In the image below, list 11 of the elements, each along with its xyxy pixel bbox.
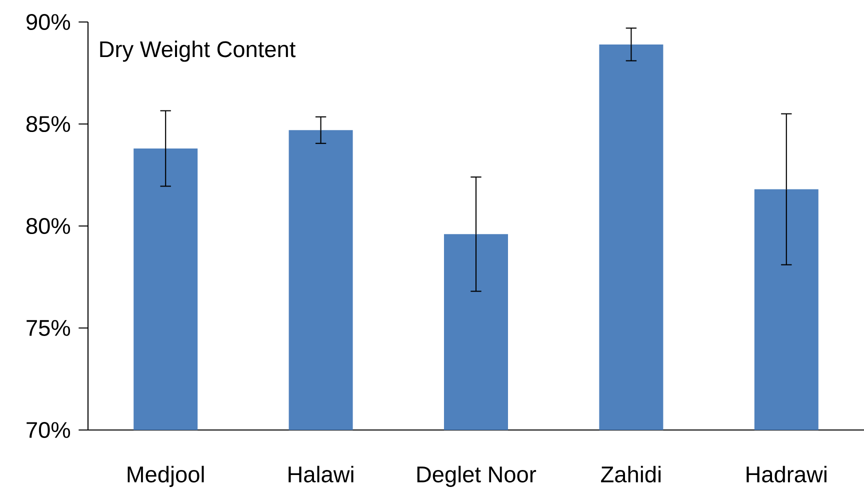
- y-tick-label: 80%: [26, 218, 70, 234]
- x-tick-label: Hadrawi: [746, 466, 826, 482]
- y-tick-label: 70%: [26, 422, 70, 438]
- y-tick-label: 90%: [26, 14, 70, 30]
- text: Dry Weight Content: [100, 40, 296, 62]
- x-tick-label: Deglet Noor: [417, 466, 536, 487]
- y-tick-label: 75%: [26, 320, 70, 336]
- x-tick-label: Zahidi: [601, 466, 661, 482]
- x-tick-label: Medjool: [128, 466, 204, 487]
- y-tick-label: 85%: [26, 116, 70, 132]
- x-tick-label: Halawi: [288, 466, 354, 482]
